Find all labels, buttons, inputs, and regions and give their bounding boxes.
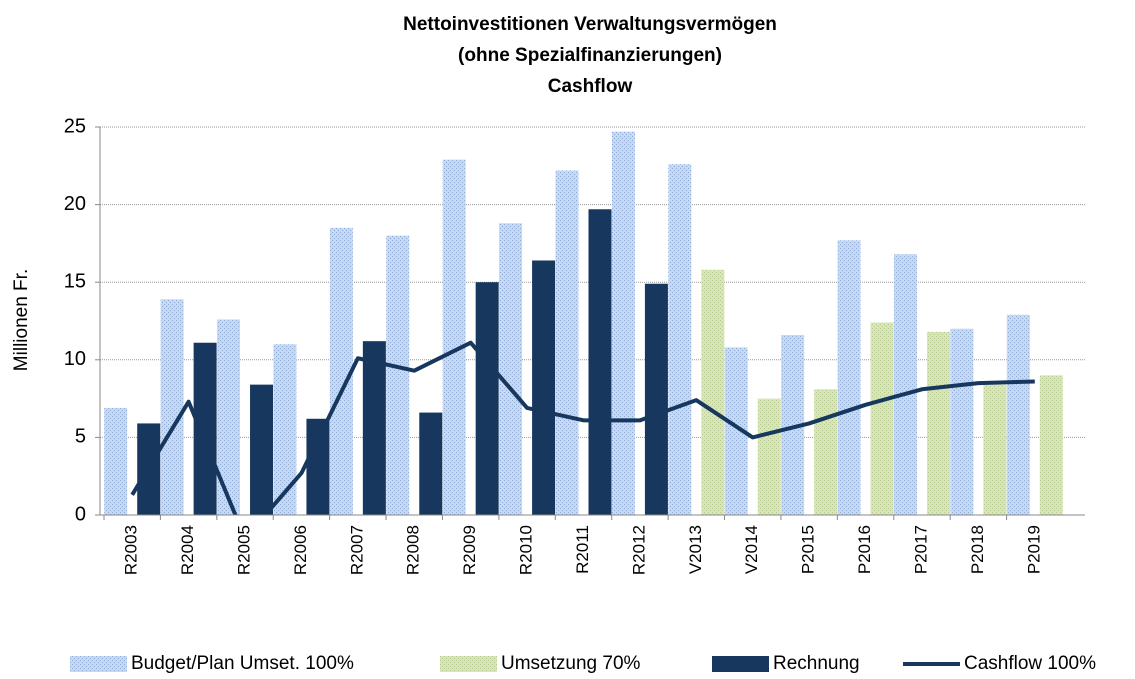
legend-label: Rechnung xyxy=(773,653,860,674)
chart-title: Nettoinvestitionen Verwaltungsvermögen xyxy=(403,14,777,35)
x-tick-label: V2013 xyxy=(686,525,705,574)
x-tick-label: P2015 xyxy=(799,525,818,574)
bar xyxy=(475,282,499,515)
bar xyxy=(532,260,556,515)
y-tick-label: 0 xyxy=(75,503,86,525)
line xyxy=(130,340,1035,515)
bar xyxy=(870,322,894,515)
y-tick-label: 20 xyxy=(64,193,86,215)
x-tick-label: R2006 xyxy=(291,525,310,575)
bar xyxy=(837,240,861,515)
bar xyxy=(950,328,974,515)
chart-title: Cashflow xyxy=(548,76,633,97)
bar xyxy=(217,319,241,515)
bar xyxy=(160,299,184,515)
x-tick-label: R2004 xyxy=(178,525,197,575)
x-tick-label: R2007 xyxy=(347,525,366,575)
bar xyxy=(193,342,217,515)
bar xyxy=(926,331,950,515)
y-tick-label: 25 xyxy=(64,115,86,137)
x-tick-label: R2008 xyxy=(404,525,423,575)
x-tick-label: R2009 xyxy=(460,525,479,575)
bar xyxy=(442,159,466,515)
bar xyxy=(611,131,635,515)
x-tick-label: P2019 xyxy=(1024,525,1043,574)
x-tick-label: R2011 xyxy=(573,525,592,574)
y-tick-label: 15 xyxy=(64,270,86,292)
bar xyxy=(362,341,386,515)
y-tick-label: 10 xyxy=(64,348,86,370)
bar xyxy=(386,235,410,515)
chart-title: (ohne Spezialfinanzierungen) xyxy=(458,45,722,66)
bar xyxy=(781,334,805,515)
bar xyxy=(499,223,523,515)
x-tick-label: P2017 xyxy=(911,525,930,574)
legend-swatch xyxy=(70,656,127,672)
bar xyxy=(814,389,838,515)
bar xyxy=(668,164,692,515)
legend-swatch xyxy=(712,656,769,672)
x-tick-label: R2005 xyxy=(235,525,254,575)
bar xyxy=(273,344,297,515)
x-tick-label: P2016 xyxy=(855,525,874,574)
bar xyxy=(329,227,353,515)
plot-area xyxy=(104,131,1063,515)
x-tick-label: R2010 xyxy=(517,525,536,575)
x-tick-label: V2014 xyxy=(742,525,761,574)
bar xyxy=(1039,375,1063,515)
legend-label: Cashflow 100% xyxy=(964,653,1096,674)
legend-label: Budget/Plan Umset. 100% xyxy=(131,653,354,674)
bar xyxy=(724,347,748,515)
y-tick-label: 5 xyxy=(75,426,86,448)
x-tick-label: P2018 xyxy=(968,525,987,574)
legend-swatch xyxy=(440,656,497,672)
bar xyxy=(757,398,781,515)
bar xyxy=(701,269,725,515)
bar xyxy=(250,384,274,515)
bar xyxy=(893,254,917,515)
bar xyxy=(588,209,612,515)
bar xyxy=(419,412,443,515)
bar xyxy=(104,407,128,515)
bar xyxy=(306,418,330,515)
legend-label: Umsetzung 70% xyxy=(501,653,641,674)
bar xyxy=(983,384,1007,515)
bar xyxy=(555,170,579,515)
bar xyxy=(644,283,668,515)
x-tick-label: R2012 xyxy=(629,525,648,575)
x-tick-label: R2003 xyxy=(122,525,141,575)
y-axis-label: Millionen Fr. xyxy=(11,269,32,371)
bar xyxy=(1006,314,1030,515)
